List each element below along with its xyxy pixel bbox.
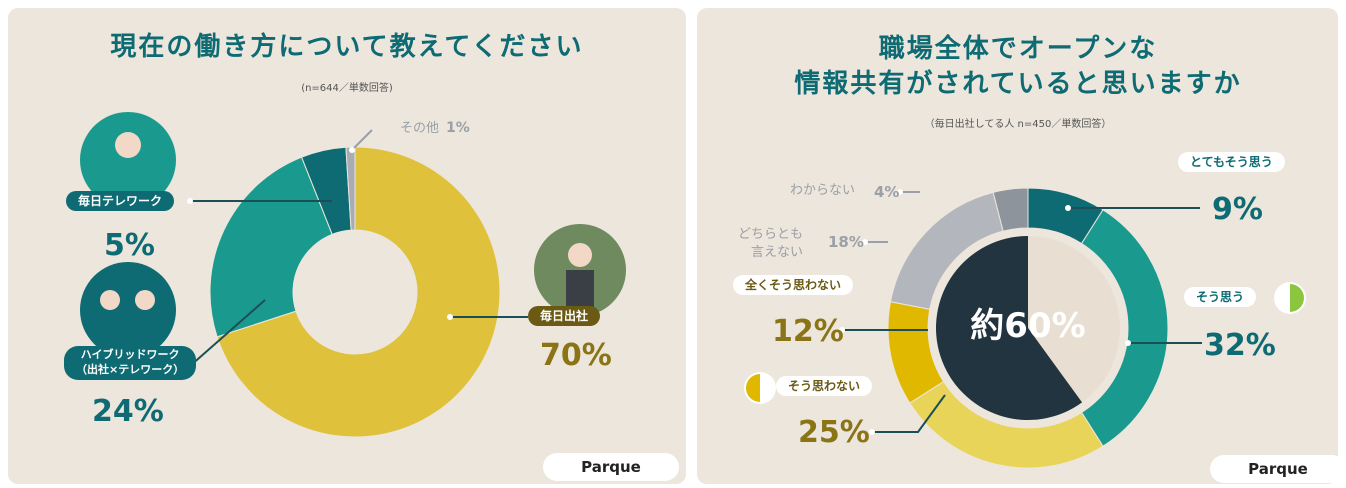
leader-dot [897,189,903,195]
donut-segment [992,187,1029,232]
category-label: とてもそう思う [1178,152,1285,173]
leader-line [872,394,946,433]
leader-dot [447,314,453,320]
inner-segment [936,236,1083,420]
center-label: 約60% [970,306,1086,346]
photo-face [100,290,120,310]
category-label: 毎日出社 [528,306,601,327]
leader-dot [1125,340,1131,346]
photo-face [135,290,155,310]
donut-segment [209,156,333,338]
leader-dot [869,429,875,435]
leader-dot [349,147,355,153]
photo-face [115,132,141,158]
donut-segment [345,146,356,231]
chart-title: 現在の働き方について教えてください [110,32,584,62]
chart-title: 職場全体でオープンな 情報共有がされていると思いますか [794,34,1242,100]
category-label: 毎日テレワーク [66,191,175,212]
value-label: 4% [874,183,900,201]
value-label: 18% [828,233,864,251]
chart-subtitle: (n=644／単数回答) [301,83,393,94]
value-label: 1% [446,120,470,136]
photo-face [568,243,592,267]
category-label: わからない [790,183,856,198]
leader-dot [187,198,193,204]
photo-body [566,270,594,310]
photo [80,262,176,358]
value-label: 25% [798,415,870,450]
leader-dot [839,327,845,333]
donut-segment [216,146,501,438]
value-label: 12% [772,314,844,349]
value-label: 5% [104,228,155,263]
leader-line [189,299,266,367]
value-label: 24% [92,394,164,429]
face-icon [1290,284,1304,312]
leader-dot [862,239,868,245]
value-label: 9% [1212,192,1263,227]
face-icon [746,374,760,402]
logo: Parque [1210,455,1346,483]
leader-dot [1065,205,1071,211]
value-label: 70% [540,338,612,373]
category-label: そう思う [1184,287,1257,308]
chart-subtitle: （毎日出社してる人 n=450／単数回答） [924,119,1112,130]
category-label: ハイブリッドワーク （出社×テレワーク） [64,346,197,380]
logo: Parque [543,453,679,481]
category-label: 全くそう思わない [733,275,854,296]
category-label: どちらとも 言えない [738,227,804,260]
category-label: その他 [400,121,440,136]
category-label: そう思わない [776,376,873,397]
value-label: 32% [1204,328,1276,363]
leader-line [351,129,373,151]
photo [80,112,176,208]
